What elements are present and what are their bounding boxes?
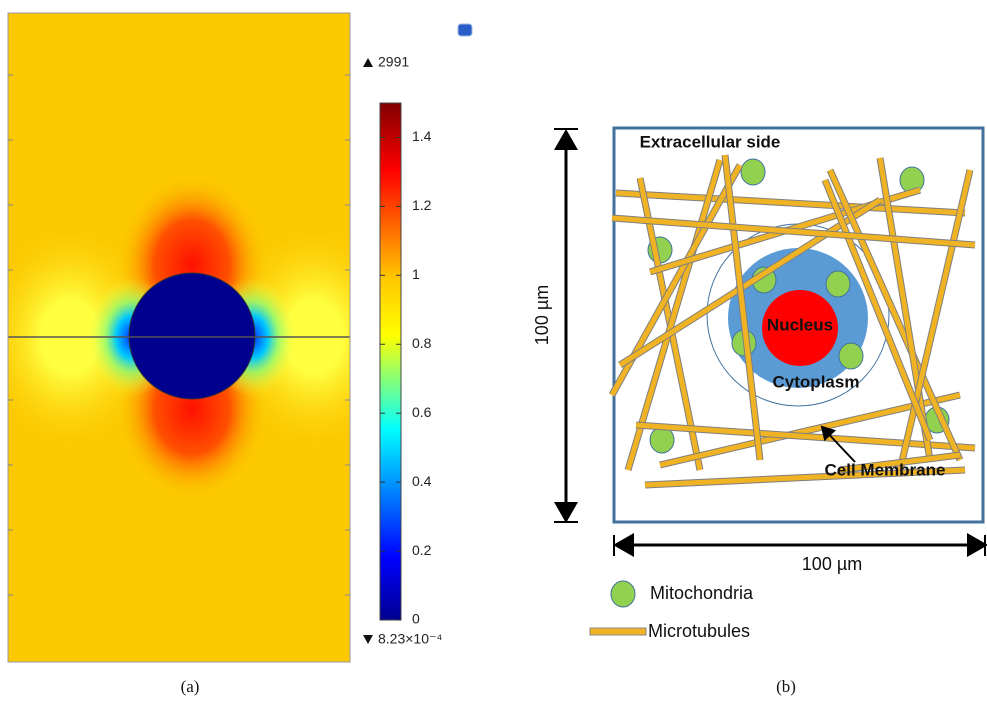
microtubule (722, 154, 763, 461)
membrane-label: Cell Membrane (825, 460, 946, 479)
colorbar-tick-label: 1.2 (412, 197, 432, 213)
microtubule (615, 190, 966, 216)
nucleus-label: Nucleus (767, 315, 833, 334)
microtubule (877, 157, 933, 461)
mitochondria (647, 158, 950, 454)
extracellular-label: Extracellular side (640, 132, 781, 151)
nucleus (762, 290, 838, 366)
mitochondrion (838, 342, 864, 370)
microtubules (608, 154, 976, 489)
cytoplasm-label: Cytoplasm (773, 372, 860, 391)
microtubule (625, 159, 723, 471)
microtubule (644, 467, 966, 488)
mitochondrion (649, 426, 675, 454)
height-label: 100 µm (532, 285, 552, 345)
microtubule (839, 452, 961, 473)
mitochondrion (740, 158, 766, 186)
edge-ticks (8, 74, 350, 596)
colorbar-tick-label: 0.2 (412, 542, 432, 558)
legend-label: Microtubules (648, 621, 750, 641)
field-plot (8, 13, 350, 662)
microtubule (611, 215, 976, 248)
microtubule (822, 179, 933, 441)
colorbar-tick-label: 0.6 (412, 404, 432, 420)
plot-frame (7, 12, 351, 663)
microtubule (827, 168, 963, 462)
width-label: 100 µm (802, 554, 862, 574)
colorbar-tick-label: 1 (412, 266, 420, 282)
colorbar (379, 102, 402, 621)
caption: (a) (181, 677, 200, 696)
mitochondrion (825, 270, 851, 298)
legend-label: Mitochondria (650, 583, 754, 603)
membrane-arrow (820, 425, 856, 463)
max-arrow (363, 58, 373, 67)
microtubule (897, 169, 973, 471)
colorbar-ticks: 0 0.2 0.4 0.6 0.8 1 1.2 1.4 (380, 128, 432, 627)
microtubule (635, 422, 976, 451)
microtubule (618, 197, 882, 368)
icon (457, 23, 473, 37)
legend-tube (589, 627, 647, 636)
min-label: 8.23×10⁻⁴ (378, 631, 442, 647)
caption: (b) (776, 677, 796, 696)
colorbar-tick-label: 0.4 (412, 473, 432, 489)
min-arrow (363, 635, 373, 644)
colorbar-tick-label: 0 (412, 611, 420, 627)
max-label: 2991 (378, 54, 409, 70)
legend-mito (610, 580, 636, 608)
microtubule (659, 392, 961, 468)
colorbar-tick-label: 1.4 (412, 128, 432, 144)
colorbar-tick-label: 0.8 (412, 335, 432, 351)
